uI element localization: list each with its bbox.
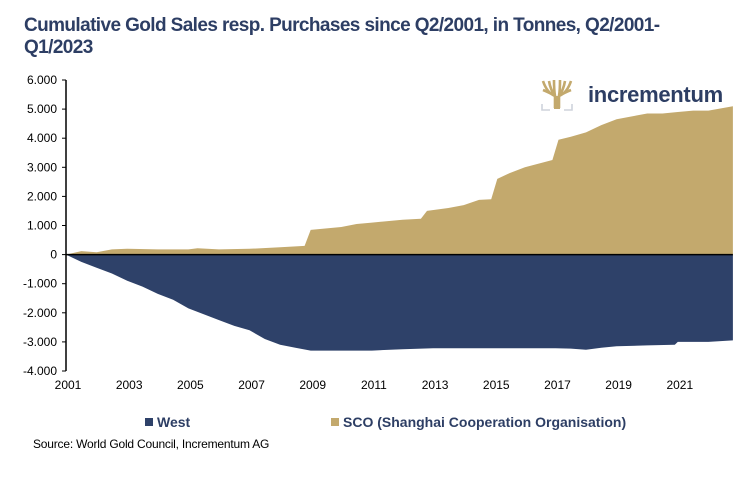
area-series-west <box>66 254 733 351</box>
y-tick-label: -2.000 <box>23 306 57 320</box>
y-tick-label: 6.000 <box>27 73 57 87</box>
legend-label-west: West <box>157 414 191 430</box>
area-series-sco <box>66 106 733 255</box>
y-tick-label: 5.000 <box>27 102 57 116</box>
y-tick-label: -4.000 <box>23 364 57 378</box>
legend-item-west: West <box>145 414 190 430</box>
x-tick-label: 2005 <box>177 378 204 392</box>
y-tick-label: -3.000 <box>23 335 57 349</box>
x-tick-label: 2013 <box>422 378 449 392</box>
x-tick-label: 2011 <box>361 378 387 392</box>
incrementum-logo: incrementum <box>540 78 723 112</box>
legend-item-sco: SCO (Shanghai Cooperation Organisation) <box>331 414 626 430</box>
legend-swatch-west <box>145 418 153 426</box>
y-tick-label: 4.000 <box>27 131 57 145</box>
y-axis-ticks: 6.000 5.000 4.000 3.000 2.000 1.000 0 -1.000 -2.… <box>23 73 66 378</box>
logo-text: incrementum <box>588 82 723 107</box>
chart-title: Cumulative Gold Sales resp. Purchases si… <box>24 15 660 58</box>
x-tick-label: 2021 <box>666 378 693 392</box>
plot-areas <box>66 106 733 351</box>
legend-label-sco: SCO (Shanghai Cooperation Organisation) <box>343 414 627 430</box>
tree-logo-icon <box>541 79 573 111</box>
legend-swatch-sco <box>331 418 339 426</box>
y-tick-label: 2.000 <box>27 189 57 203</box>
y-tick-label: 3.000 <box>27 160 57 174</box>
x-axis-ticks: 2001 2003 2005 2007 2009 2011 2013 2015 2017 2019… <box>55 378 694 392</box>
y-tick-label: 0 <box>50 248 57 262</box>
source-note: Source: World Gold Council, Incrementum … <box>33 437 270 451</box>
x-tick-label: 2003 <box>116 378 143 392</box>
x-tick-label: 2017 <box>544 378 571 392</box>
x-tick-label: 2019 <box>605 378 632 392</box>
x-tick-label: 2015 <box>483 378 510 392</box>
x-tick-label: 2001 <box>55 378 82 392</box>
y-tick-label: 1.000 <box>27 219 57 233</box>
x-tick-label: 2009 <box>299 378 326 392</box>
y-tick-label: -1.000 <box>23 277 57 291</box>
x-tick-label: 2007 <box>238 378 265 392</box>
